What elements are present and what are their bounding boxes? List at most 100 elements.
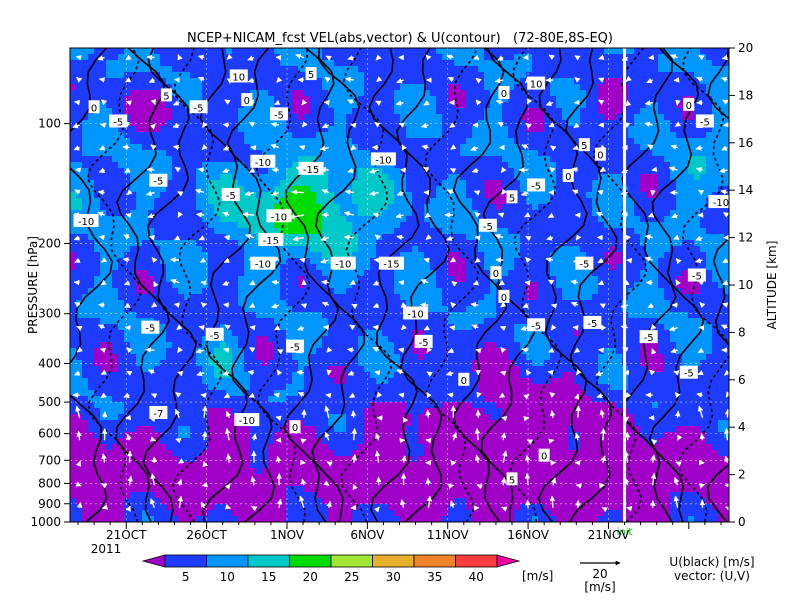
wind-vector [549, 410, 556, 418]
wind-vector [450, 144, 457, 150]
wind-vector [251, 433, 258, 441]
wind-vector [570, 301, 579, 308]
contour-label-box [538, 448, 550, 462]
wind-vector [297, 325, 305, 331]
wind-vector [224, 324, 231, 331]
contour-label-box [160, 88, 172, 102]
y-axis-left-label: PRESSURE [hPa] [26, 236, 40, 334]
wind-vector [347, 99, 354, 105]
contour-label: 0 [292, 423, 298, 434]
wind-vector [176, 324, 183, 331]
wind-vector [675, 461, 682, 467]
wind-vector [699, 302, 706, 309]
wind-vector [725, 391, 729, 398]
wind-vector [476, 484, 483, 490]
wind-vector [396, 369, 404, 375]
contour-label-box [378, 256, 404, 270]
wind-vector [521, 144, 529, 150]
wind-vector [271, 167, 280, 173]
contour-label-box [88, 100, 100, 114]
wind-vector [423, 100, 430, 106]
wind-vector [248, 392, 255, 398]
wind-vector [76, 325, 83, 332]
wind-vector [173, 302, 180, 308]
wind-vector [400, 499, 406, 508]
wind-vector [274, 99, 281, 106]
wind-vector [674, 392, 681, 399]
wind-vector [151, 301, 158, 308]
wind-vector [97, 211, 105, 217]
contour-label-box [639, 330, 658, 344]
wind-vector [225, 428, 231, 441]
contour-label: -10 [255, 158, 271, 169]
wind-vector [644, 256, 653, 262]
wind-vector [223, 347, 230, 353]
wind-vector [97, 55, 105, 61]
y-left-tick-label: 900 [38, 497, 61, 511]
wind-vector [474, 257, 481, 264]
wind-vector [548, 122, 555, 128]
wind-vector [426, 371, 433, 377]
wind-vector [250, 476, 257, 486]
wind-vector [495, 99, 504, 105]
wind-vector [291, 189, 304, 196]
wind-vector [222, 280, 230, 286]
wind-vector [250, 145, 257, 151]
contour-label: 0 [493, 269, 499, 280]
contour-label-box [250, 154, 276, 168]
wind-vector [300, 478, 307, 486]
wind-vector [574, 347, 581, 354]
colorbar-swatch [455, 554, 498, 568]
wind-vector [275, 455, 282, 463]
wind-vector [247, 369, 255, 376]
wind-vector [274, 325, 281, 331]
wind-vector [177, 346, 183, 354]
wind-vector [722, 302, 729, 308]
wind-vector [299, 495, 305, 508]
wind-vector [325, 55, 332, 61]
y-left-tick-label: 700 [38, 453, 61, 467]
contour-label: -5 [531, 321, 541, 332]
wind-vector [76, 76, 83, 83]
contour-label-box [305, 67, 317, 81]
wind-vector [499, 392, 506, 399]
contour-label: -10 [271, 212, 287, 223]
wind-vector [200, 280, 207, 286]
wind-vector [474, 211, 481, 218]
wind-vector [423, 257, 430, 263]
wind-vector [373, 506, 380, 513]
contour-label: -5 [274, 110, 284, 121]
contour-label: 5 [581, 141, 587, 152]
contour-label: -5 [113, 117, 123, 128]
wind-vector [695, 257, 703, 264]
wind-vector [425, 54, 432, 61]
wind-vector [273, 392, 280, 398]
wind-vector [723, 211, 729, 218]
contour-label: -10 [713, 198, 729, 209]
wind-vector [376, 391, 383, 398]
wind-vector [123, 234, 130, 240]
wind-vector [174, 166, 181, 173]
wind-vector [545, 100, 554, 106]
wind-vector [426, 495, 433, 508]
contour-label-box [141, 320, 160, 334]
wind-vector [449, 325, 456, 331]
wind-vector [450, 301, 457, 309]
wind-vector [202, 405, 208, 418]
colorbar-tick-label: 40 [469, 570, 484, 584]
wind-vector [125, 54, 132, 61]
wind-vector [126, 370, 133, 377]
wind-vector [198, 235, 205, 241]
wind-vector [200, 301, 207, 308]
wind-vector [75, 405, 81, 418]
wind-vector [149, 123, 156, 130]
wind-vector [574, 76, 581, 83]
wind-vector [475, 99, 482, 106]
y-left-tick-label: 500 [38, 395, 61, 409]
wind-vector [651, 438, 658, 445]
wind-vector [201, 431, 208, 441]
y-left-tick-label: 1000 [30, 515, 61, 529]
wind-vector [372, 324, 379, 331]
x-tick-label: 21OCT [106, 528, 147, 542]
wind-vector [349, 392, 356, 399]
